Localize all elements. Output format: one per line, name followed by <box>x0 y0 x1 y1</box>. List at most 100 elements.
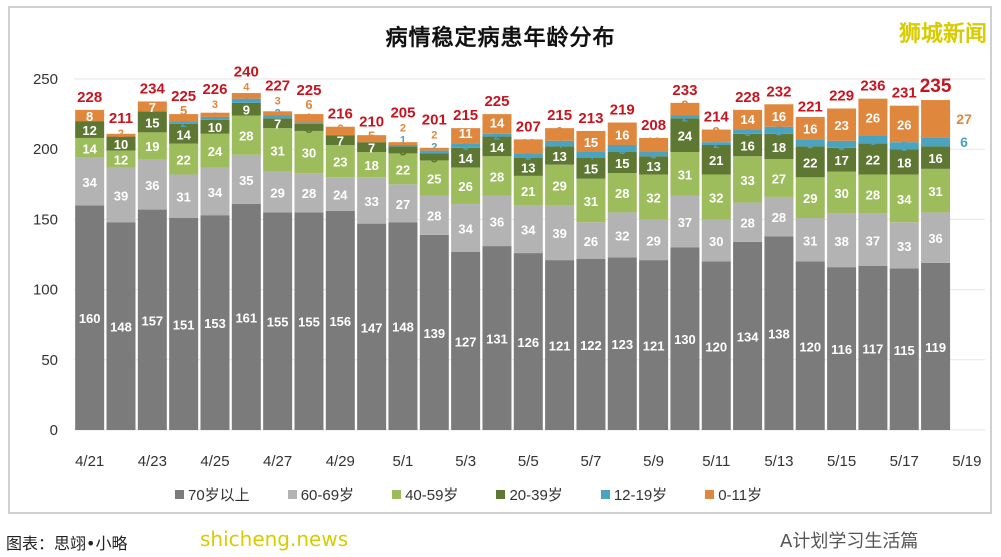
segment-value-label: 3 <box>463 141 469 153</box>
bar-segment <box>827 171 857 214</box>
segment-value-label: 123 <box>611 337 633 352</box>
segment-value-label: 16 <box>928 151 942 166</box>
segment-value-label: 2 <box>713 139 719 151</box>
bar-segment <box>670 118 700 153</box>
legend-swatch <box>496 490 506 499</box>
segment-value-label: 39 <box>552 226 566 241</box>
segment-value-label: 7 <box>368 141 375 156</box>
bar-segment <box>701 174 731 220</box>
segment-value-label: 2 <box>494 131 500 143</box>
bar-segment <box>263 115 293 119</box>
segment-value-label: 13 <box>646 159 660 174</box>
segment-value-label: 5 <box>368 129 375 144</box>
bar-segment <box>294 122 324 124</box>
total-label: 226 <box>202 81 227 98</box>
bar-segment <box>325 144 355 178</box>
bar-segment <box>607 152 637 174</box>
bar-segment <box>670 102 700 116</box>
segment-value-label: 9 <box>556 124 563 139</box>
legend-label: 0-11岁 <box>718 487 763 504</box>
bar-segment <box>513 153 543 158</box>
bar-segment <box>576 157 606 179</box>
segment-value-label: 10 <box>208 120 222 135</box>
bar-segment <box>263 118 293 129</box>
legend-item: 12-19岁 <box>600 484 667 505</box>
segment-value-label: 8 <box>86 109 93 124</box>
segment-value-label: 31 <box>803 233 817 248</box>
x-tick-label: 5/13 <box>764 453 793 470</box>
bar-segment <box>75 121 105 138</box>
segment-value-label: 13 <box>552 149 566 164</box>
segment-value-label: 161 <box>235 310 257 325</box>
total-label: 214 <box>704 109 730 126</box>
bar-segment <box>325 177 355 211</box>
bar-segment <box>670 247 700 430</box>
segment-value-label: 29 <box>646 233 660 248</box>
bar-segment <box>294 173 324 213</box>
segment-value-label: 1 <box>400 134 406 146</box>
bar-segment <box>388 222 418 430</box>
total-label: 232 <box>766 83 791 100</box>
segment-value-label: 32 <box>709 190 723 205</box>
bar-segment <box>827 213 857 268</box>
bar-segment <box>106 136 136 151</box>
segment-value-label: 4 <box>243 82 250 94</box>
x-tick-label: 4/25 <box>200 453 229 470</box>
segment-value-label: 34 <box>458 221 473 236</box>
segment-value-label: 22 <box>176 153 190 168</box>
segment-value-label: 14 <box>490 116 505 131</box>
site-watermark: shicheng.news <box>200 527 349 551</box>
total-label: 213 <box>578 110 603 127</box>
bar-segment <box>701 144 731 175</box>
segment-value-label: 32 <box>615 228 629 243</box>
bar-segment <box>200 116 230 120</box>
segment-value-label: 14 <box>490 140 505 155</box>
bar-segment <box>325 126 355 136</box>
segment-value-label: 14 <box>176 127 191 142</box>
bar-segment <box>545 146 575 165</box>
segment-value-label: 28 <box>740 216 754 231</box>
total-label: 227 <box>265 78 290 95</box>
y-tick-label: 100 <box>33 282 58 299</box>
segment-value-label: 117 <box>862 341 883 356</box>
legend-item: 40-59岁 <box>392 484 458 505</box>
x-tick-label: 4/23 <box>138 453 167 470</box>
legend-swatch <box>287 490 297 499</box>
bar-segment <box>639 260 669 430</box>
segment-value-label: 148 <box>110 320 132 335</box>
bar-segment <box>889 105 919 143</box>
segment-value-label: 2 <box>212 111 218 123</box>
legend-label: 40-59岁 <box>405 487 459 504</box>
bar-segment <box>733 202 763 242</box>
bar-segment <box>795 261 825 430</box>
segment-value-label: 14 <box>740 112 755 127</box>
bar-segment <box>75 109 105 122</box>
bar-segment <box>701 129 731 143</box>
segment-value-label: 147 <box>361 320 383 335</box>
bar-segment <box>795 139 825 147</box>
segment-value-label: 2 <box>431 141 437 153</box>
bar-segment <box>263 171 293 213</box>
segment-value-label: 121 <box>549 339 571 354</box>
segment-value-label: 9 <box>243 103 250 118</box>
legend-item: 70岁以上 <box>175 484 250 505</box>
bar-segment <box>357 223 387 430</box>
segment-value-label: 22 <box>396 162 410 177</box>
bar-segment <box>764 104 794 127</box>
bar-segment <box>357 152 387 178</box>
bar-segment <box>451 203 481 252</box>
total-label: 211 <box>109 110 133 127</box>
segment-value-label: 134 <box>737 329 759 344</box>
bar-segment <box>545 205 575 261</box>
segment-value-label: 33 <box>897 239 911 254</box>
bar-segment <box>263 212 293 430</box>
segment-value-label: 3 <box>212 99 218 111</box>
segment-value-label: 116 <box>831 342 852 357</box>
total-label: 228 <box>77 89 102 106</box>
segment-value-label: 34 <box>521 223 536 238</box>
segment-value-label: 10 <box>646 135 660 150</box>
bar-segment <box>795 177 825 218</box>
segment-value-label: 28 <box>302 186 316 201</box>
segment-value-label: 3 <box>243 94 249 106</box>
bar-segment <box>858 174 888 214</box>
